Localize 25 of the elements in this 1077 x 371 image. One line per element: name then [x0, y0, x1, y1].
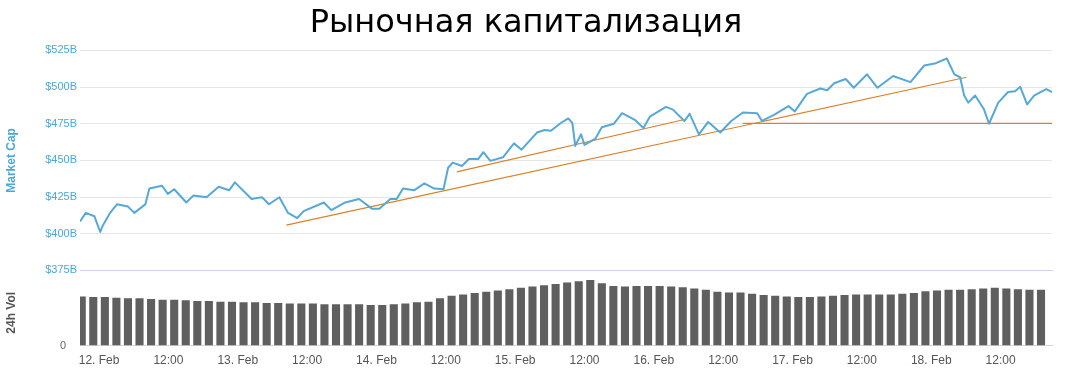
x-tick-label: 12:00	[430, 353, 462, 368]
x-tick-label: 14. Feb	[356, 353, 398, 368]
y-tick-label: $425B	[45, 190, 77, 203]
y-tick-label: $475B	[45, 116, 77, 129]
y-axis-title: Market Cap	[3, 128, 18, 193]
chart-title: Рыночная капитализация	[309, 1, 743, 40]
x-tick-label: 15. Feb	[494, 353, 536, 368]
x-tick-label: 12:00	[708, 353, 739, 368]
y-tick-label: $375B	[45, 263, 77, 276]
x-tick-label: 17. Feb	[772, 353, 814, 368]
x-tick-label: 12:00	[292, 353, 323, 368]
y-tick-label: $500B	[45, 80, 77, 93]
x-tick-label: 12:00	[846, 353, 878, 368]
x-tick-label: 16. Feb	[633, 353, 675, 368]
x-tick-label: 12. Feb	[78, 353, 120, 368]
y-tick-label: $450B	[45, 153, 77, 166]
y-tick-label: $400B	[45, 226, 77, 239]
x-tick-label: 12:00	[153, 353, 184, 368]
x-tick-label: 12:00	[569, 353, 600, 368]
y-axis-title: 24h Vol	[3, 291, 18, 334]
y-tick-label: $525B	[45, 43, 77, 56]
x-tick-label: 12:00	[985, 353, 1016, 368]
text: 0	[59, 338, 66, 351]
x-tick-label: 18. Feb	[910, 353, 952, 368]
x-tick-label: 13. Feb	[217, 353, 259, 368]
